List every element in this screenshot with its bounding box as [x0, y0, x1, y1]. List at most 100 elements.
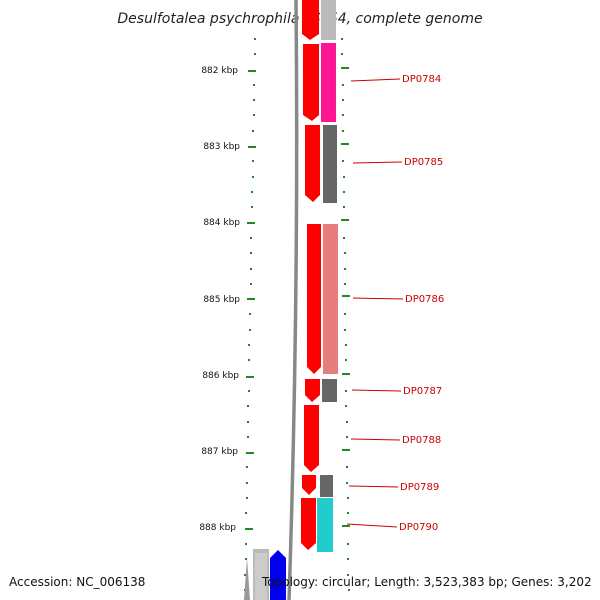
- bottom-left-arrow: [244, 558, 250, 600]
- gene-label-dp0790[interactable]: DP0790: [399, 522, 438, 533]
- bottom-blue-arrow[interactable]: [270, 550, 286, 600]
- minor-tick-right: [343, 237, 345, 239]
- bottom-gray-block-inner: [255, 553, 267, 600]
- minor-tick-left: [252, 160, 254, 162]
- gene-arrow-dp0789[interactable]: [302, 475, 316, 495]
- major-tick-left: [247, 222, 255, 224]
- gene-label-dp0786[interactable]: DP0786: [405, 294, 444, 305]
- major-tick-right: [342, 295, 350, 297]
- minor-tick-left: [248, 390, 250, 392]
- kbp-label: 884 kbp: [203, 218, 240, 228]
- major-tick-right: [342, 449, 350, 451]
- minor-tick-left: [244, 574, 246, 576]
- minor-tick-right: [346, 421, 348, 423]
- minor-tick-left: [254, 53, 256, 55]
- minor-tick-right: [347, 543, 349, 545]
- minor-tick-left: [246, 466, 248, 468]
- gene-labels: DP0784 DP0785 DP0786 DP0787 DP0788 DP078…: [346, 74, 444, 533]
- major-tick-left: [246, 376, 254, 378]
- minor-tick-right: [342, 84, 344, 86]
- gene-label-dp0789[interactable]: DP0789: [400, 482, 439, 493]
- minor-tick-right: [344, 252, 346, 254]
- gene-label-dp0787[interactable]: DP0787: [403, 386, 442, 397]
- minor-tick-right: [342, 160, 344, 162]
- kbp-label: 882 kbp: [201, 66, 238, 76]
- minor-tick-left: [247, 405, 249, 407]
- minor-tick-left: [252, 130, 254, 132]
- major-tick-right: [341, 67, 349, 69]
- minor-tick-right: [346, 466, 348, 468]
- minor-tick-left: [245, 558, 247, 560]
- gene-arrow-dp0786[interactable]: [307, 224, 321, 374]
- minor-tick-left: [250, 237, 252, 239]
- gene-arrow-dp0790[interactable]: [301, 498, 316, 550]
- major-tick-left: [246, 452, 254, 454]
- minor-tick-left: [253, 114, 255, 116]
- minor-tick-right: [344, 283, 346, 285]
- major-tick-left: [247, 298, 255, 300]
- minor-tick-left: [245, 543, 247, 545]
- minor-tick-right: [343, 206, 345, 208]
- top-fragment-right: [321, 0, 336, 40]
- topology-text: Topology: circular; Length: 3,523,383 bp…: [261, 575, 592, 589]
- minor-tick-right: [341, 38, 343, 40]
- feature-block-dp0784[interactable]: [321, 43, 336, 122]
- forward-strand: [301, 0, 321, 550]
- feature-block-dp0788[interactable]: [320, 405, 334, 471]
- minor-tick-right: [342, 99, 344, 101]
- gene-label-dp0785[interactable]: DP0785: [404, 157, 443, 168]
- major-tick-right: [342, 373, 350, 375]
- major-tick-left: [248, 146, 256, 148]
- minor-tick-right: [347, 512, 349, 514]
- gene-arrow-dp0784[interactable]: [303, 44, 319, 121]
- feature-block-dp0785[interactable]: [323, 125, 337, 203]
- gene-label-line: [348, 485, 399, 488]
- gene-label-line: [352, 161, 403, 164]
- minor-tick-left: [254, 38, 256, 40]
- gene-label-line: [352, 297, 404, 300]
- minor-tick-right: [347, 558, 349, 560]
- minor-tick-right: [348, 589, 350, 591]
- minor-tick-right: [345, 390, 347, 392]
- feature-block-dp0786[interactable]: [323, 224, 338, 374]
- feature-block-dp0790[interactable]: [317, 498, 333, 552]
- minor-tick-left: [251, 206, 253, 208]
- minor-tick-left: [247, 436, 249, 438]
- gene-arrow-dp0788[interactable]: [304, 405, 319, 472]
- major-tick-right: [341, 219, 349, 221]
- minor-tick-right: [343, 176, 345, 178]
- feature-block-dp0787[interactable]: [322, 379, 337, 402]
- minor-tick-right: [342, 114, 344, 116]
- major-tick-right: [341, 143, 349, 145]
- kbp-label: 885 kbp: [203, 295, 240, 305]
- minor-tick-left: [248, 344, 250, 346]
- minor-tick-right: [345, 359, 347, 361]
- minor-tick-right: [347, 497, 349, 499]
- minor-tick-right: [344, 329, 346, 331]
- minor-tick-right: [344, 313, 346, 315]
- minor-tick-left: [253, 84, 255, 86]
- major-tick-left: [248, 70, 256, 72]
- minor-tick-right: [347, 574, 349, 576]
- gene-label-line: [346, 523, 398, 528]
- minor-tick-right: [346, 436, 348, 438]
- accession-text: Accession: NC_006138: [9, 575, 145, 589]
- genome-title: Desulfotalea psychrophila LSv54, complet…: [117, 11, 482, 27]
- minor-tick-left: [246, 497, 248, 499]
- gene-arrow-dp0783[interactable]: [302, 0, 319, 40]
- gene-label-dp0784[interactable]: DP0784: [402, 74, 441, 85]
- minor-tick-left: [247, 421, 249, 423]
- major-tick-right: [342, 525, 350, 527]
- minor-tick-left: [248, 359, 250, 361]
- minor-tick-left: [253, 99, 255, 101]
- minor-tick-left: [250, 283, 252, 285]
- gene-label-dp0788[interactable]: DP0788: [402, 435, 441, 446]
- minor-tick-left: [250, 252, 252, 254]
- minor-tick-left: [249, 329, 251, 331]
- feature-block-dp0789[interactable]: [320, 475, 333, 497]
- gene-arrow-dp0787[interactable]: [305, 379, 320, 402]
- minor-tick-left: [245, 512, 247, 514]
- gene-arrow-dp0785[interactable]: [305, 125, 320, 202]
- gene-label-line: [350, 78, 401, 82]
- kbp-labels: 882 kbp 883 kbp 884 kbp 885 kbp 886 kbp …: [199, 66, 240, 533]
